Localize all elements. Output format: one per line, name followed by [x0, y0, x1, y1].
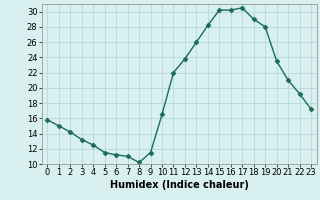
X-axis label: Humidex (Indice chaleur): Humidex (Indice chaleur) — [110, 180, 249, 190]
